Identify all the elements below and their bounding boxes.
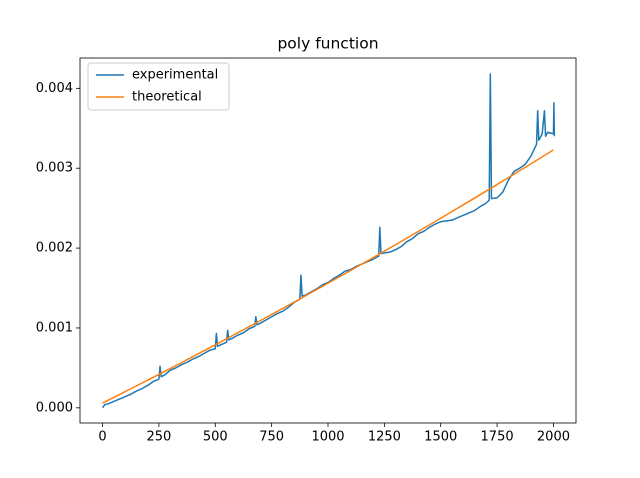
x-tick-label: 1250: [368, 430, 401, 445]
x-tick-label: 500: [203, 430, 228, 445]
x-tick-label: 1500: [424, 430, 457, 445]
x-tick-label: 0: [98, 430, 106, 445]
legend-label: theoretical: [132, 90, 202, 105]
legend-label: experimental: [132, 68, 218, 83]
y-tick-label: 0.002: [36, 241, 73, 256]
y-tick-label: 0.000: [36, 400, 73, 415]
x-tick-label: 1750: [481, 430, 514, 445]
series-line: [101, 73, 556, 409]
y-tick-label: 0.004: [36, 81, 73, 96]
x-tick-label: 250: [146, 430, 171, 445]
x-tick-label: 750: [259, 430, 284, 445]
plot-frame: [79, 57, 577, 424]
series-line: [102, 149, 554, 404]
y-tick-label: 0.001: [36, 320, 73, 335]
y-tick-label: 0.003: [36, 161, 73, 176]
x-tick-label: 2000: [537, 430, 570, 445]
chart-title: poly function: [277, 35, 378, 53]
x-tick-label: 1000: [311, 430, 344, 445]
